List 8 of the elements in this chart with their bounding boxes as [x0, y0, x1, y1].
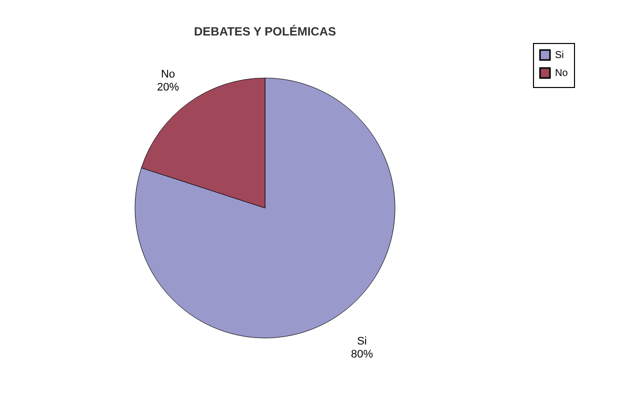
slice-label: Si: [357, 335, 367, 348]
chart-title: DEBATES Y POLÉMICAS: [194, 24, 336, 38]
data-label: 80%: [350, 348, 374, 360]
slice-label: No: [160, 68, 176, 81]
pie-slice: [134, 78, 396, 338]
legend-label: Si: [555, 50, 564, 61]
data-label: 20%: [157, 82, 180, 94]
legend-label: No: [555, 68, 568, 79]
